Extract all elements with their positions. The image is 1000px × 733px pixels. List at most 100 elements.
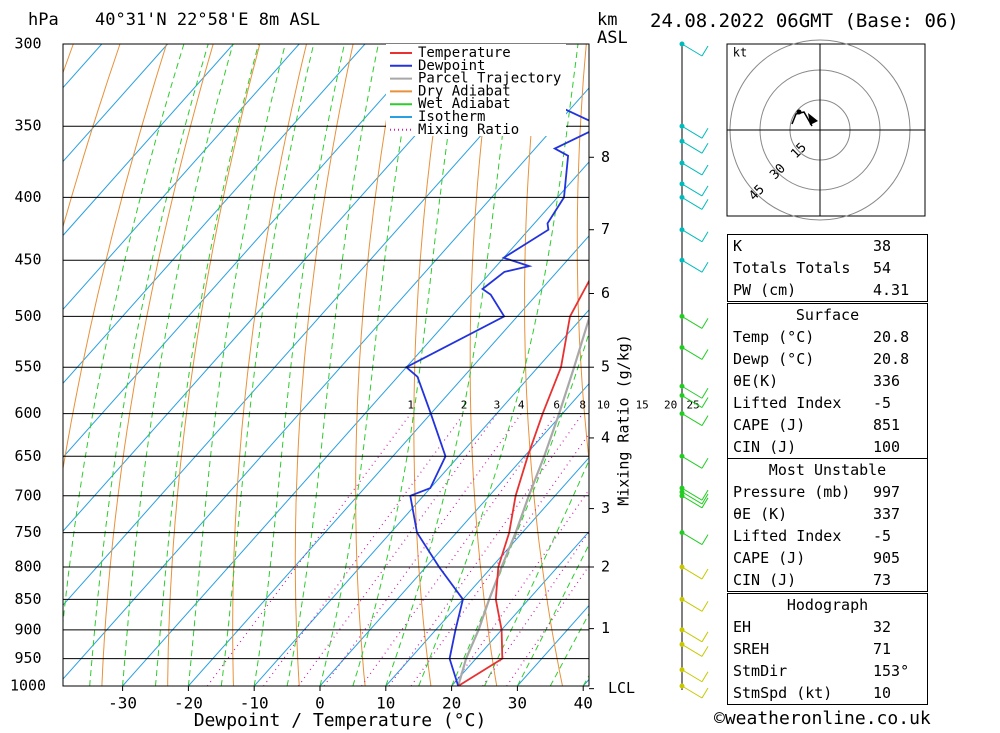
profile-lines <box>404 44 589 686</box>
datetime-label: 24.08.2022 06GMT (Base: 06) <box>650 10 959 32</box>
km-tick-label: LCL <box>608 679 635 697</box>
mixing-ratio-label: 15 <box>636 399 649 412</box>
dry-adiabat-line <box>524 44 563 686</box>
wind-barb <box>681 347 703 360</box>
wind-barb <box>681 487 703 501</box>
isotherm-line <box>63 44 234 237</box>
axes: -30 -20 -10 0 10 20 30 40 Dewpoint / Temperature… <box>62 43 635 731</box>
wind-barb <box>681 385 703 399</box>
wet-adiabat-line <box>484 459 589 686</box>
mixing-ratio-line <box>451 488 589 686</box>
stats-panel-hodograph: Hodograph EH 32 SREH 71 StmDir 153° StmSpd (kt… <box>727 593 928 705</box>
wind-barb <box>681 183 703 197</box>
wind-barb-feather <box>701 497 709 509</box>
mixing-ratio-label: 25 <box>687 399 700 412</box>
mixing-ratio-line <box>506 564 589 686</box>
plot-frame <box>62 43 590 687</box>
stat-general-row: PW (cm) 4.31 <box>728 279 927 301</box>
wind-barb <box>681 196 703 210</box>
km-tick-label: 8 <box>601 148 610 166</box>
x-axis-label: Dewpoint / Temperature (°C) <box>194 710 487 731</box>
mixing-ratio-line <box>482 530 589 686</box>
isotherm-line <box>319 383 589 686</box>
stat-mu-value: 997 <box>873 483 901 501</box>
stat-hodo-value: 10 <box>873 684 892 702</box>
x-tick-label: -30 <box>108 694 137 713</box>
wet-adiabat-line <box>63 44 185 627</box>
dry-adiabat-line <box>63 44 121 229</box>
mixing-ratio-label: 4 <box>518 399 525 412</box>
mixing-ratio-axis-label: Mixing Ratio (g/kg) <box>615 334 633 506</box>
wind-profile <box>679 41 709 699</box>
wind-barb <box>681 685 703 699</box>
stat-mu-value: 905 <box>873 549 901 567</box>
wind-barb <box>681 532 703 546</box>
surface-title: Surface <box>795 306 860 324</box>
wind-barb-feather <box>701 631 709 643</box>
stat-surface-row: θE(K) 336 <box>728 370 927 392</box>
x-tick-label: 30 <box>508 694 527 713</box>
stat-hodo-value: 153° <box>873 662 910 680</box>
dry-adiabat-line <box>355 44 401 686</box>
mixing-ratio-line <box>297 413 498 686</box>
stat-hodo-row: EH 32 <box>728 616 927 638</box>
isotherm-line <box>63 44 497 532</box>
wind-barb <box>681 495 703 509</box>
wind-barb <box>681 491 703 505</box>
isotherm-line <box>451 530 589 686</box>
x-tick-label: 20 <box>442 694 461 713</box>
dry-adiabat-line <box>959 44 1000 686</box>
wind-barb-feather <box>701 534 709 545</box>
mixing-ratio-line <box>206 413 412 686</box>
isotherm-line <box>188 235 589 686</box>
legend-entry: Dry Adiabat <box>418 83 511 99</box>
isotherm-line <box>253 309 589 686</box>
mixing-ratio-line <box>388 413 584 686</box>
isotherm-line <box>63 44 366 385</box>
legend-box <box>386 44 566 136</box>
mixing-ratio-label: 20 <box>664 399 677 412</box>
km-tick-label: 3 <box>601 499 610 517</box>
wind-barb <box>681 669 703 683</box>
wind-barb-feather <box>701 349 709 360</box>
wind-barb-feather <box>701 601 709 612</box>
isotherm-line <box>385 456 589 686</box>
stat-hodo-value: 32 <box>873 618 892 636</box>
stat-general-key: Totals Totals <box>733 259 851 277</box>
isotherm-line <box>122 161 589 686</box>
km-tick-label: 7 <box>601 220 610 238</box>
pressure-tick-label: 300 <box>14 35 41 53</box>
stat-mu-row: Pressure (mb) 997 <box>728 481 927 503</box>
copyright-footer[interactable]: ©weatheronline.co.uk <box>714 708 931 729</box>
hpa-unit-label: hPa <box>28 10 59 30</box>
wind-barb-feather <box>701 646 709 657</box>
hodograph-title: Hodograph <box>786 596 869 614</box>
isotherm-line <box>63 44 168 163</box>
wind-barb-feather <box>701 687 709 699</box>
wind-barb-feather <box>701 127 709 139</box>
wind-barb-feather <box>701 415 709 426</box>
stat-surface-row: Dewp (°C) 20.8 <box>728 348 927 370</box>
stat-surface-key: θE(K) <box>733 372 779 390</box>
x-tick-label: -20 <box>174 694 203 713</box>
wind-barb <box>681 125 703 139</box>
hodograph-point <box>796 109 802 115</box>
wind-barb <box>681 43 703 57</box>
pressure-tick-label: 650 <box>14 447 41 465</box>
dry-adiabat-line <box>413 44 447 686</box>
wind-barb-feather <box>701 458 709 469</box>
stat-surface-key: CAPE (J) <box>733 416 806 434</box>
km-tick-label: 1 <box>601 619 610 637</box>
x-tick-label: 40 <box>574 694 593 713</box>
stat-surface-key: Temp (°C) <box>733 328 815 346</box>
stat-surface-value: 100 <box>873 438 901 456</box>
wind-barb <box>681 643 703 657</box>
wind-barb <box>681 598 703 612</box>
wind-barb-feather <box>701 261 709 273</box>
stat-surface-value: 851 <box>873 416 901 434</box>
stat-mu-key: Lifted Index <box>733 527 842 545</box>
stat-surface-key: CIN (J) <box>733 438 797 456</box>
mixing-ratio-line <box>263 413 465 686</box>
stat-mu-value: 337 <box>873 505 901 523</box>
pressure-tick-label: 950 <box>14 649 41 667</box>
